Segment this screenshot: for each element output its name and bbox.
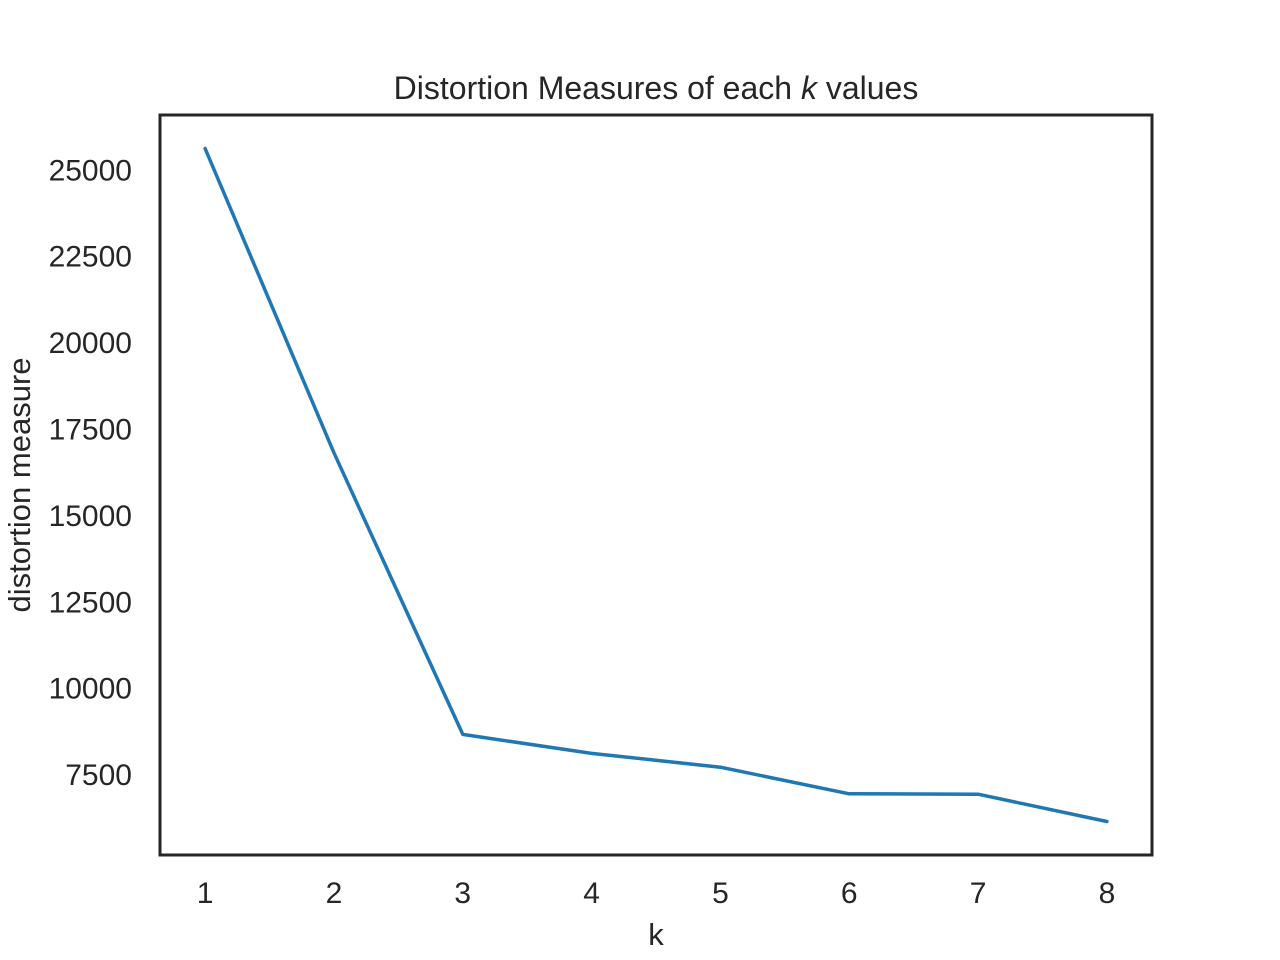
y-tick-label: 7500 <box>65 759 132 792</box>
x-tick-label: 7 <box>970 877 987 910</box>
y-axis-label: distortion measure <box>2 357 37 612</box>
series-line <box>203 146 1109 824</box>
y-axis-ticks: 7500 10000 12500 15000 17500 20000 22500 25000 <box>49 154 132 792</box>
y-tick-label: 22500 <box>49 241 132 274</box>
y-tick-label: 25000 <box>49 154 132 187</box>
x-axis-ticks: 1 2 3 4 5 6 7 8 <box>197 877 1116 910</box>
x-axis-label: k <box>648 917 664 952</box>
y-tick-label: 10000 <box>49 673 132 706</box>
y-tick-label: 15000 <box>49 500 132 533</box>
x-tick-label: 3 <box>454 877 471 910</box>
y-tick-label: 17500 <box>49 413 132 446</box>
chart-title-variable: k <box>801 70 819 106</box>
x-tick-label: 5 <box>712 877 729 910</box>
x-tick-label: 2 <box>326 877 343 910</box>
x-tick-label: 8 <box>1099 877 1116 910</box>
chart-title: Distortion Measures of each k values <box>394 70 919 106</box>
y-tick-label: 12500 <box>49 586 132 619</box>
x-tick-label: 1 <box>197 877 214 910</box>
x-tick-label: 4 <box>583 877 600 910</box>
chart-title-prefix: Distortion Measures of each <box>394 70 801 106</box>
x-tick-label: 6 <box>841 877 858 910</box>
y-tick-label: 20000 <box>49 327 132 360</box>
chart-title-suffix: values <box>817 70 918 106</box>
plot-frame <box>158 113 1154 857</box>
